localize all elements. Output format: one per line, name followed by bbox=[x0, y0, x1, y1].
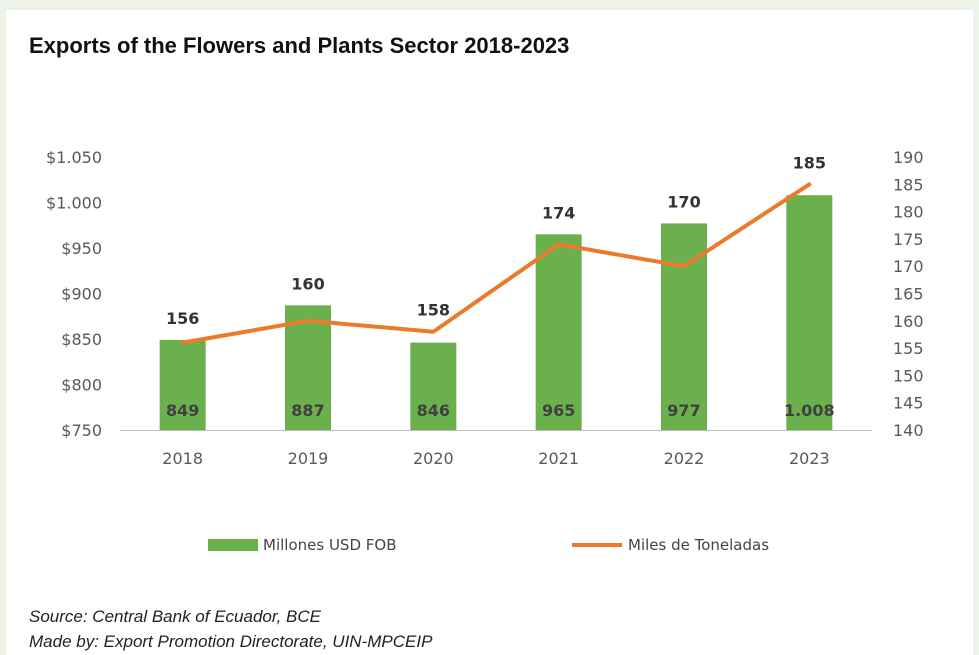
bar-value-label: 977 bbox=[667, 401, 700, 420]
y-right-tick-label: 180 bbox=[893, 203, 924, 222]
bar bbox=[786, 195, 833, 430]
y-left-tick-label: $950 bbox=[61, 239, 102, 258]
y-right-tick-label: 145 bbox=[893, 394, 924, 413]
y-right-tick-label: 155 bbox=[893, 339, 924, 358]
x-tick-label: 2019 bbox=[288, 449, 329, 468]
legend-item-bars: Millones USD FOB bbox=[208, 533, 396, 557]
line-value-label: 170 bbox=[667, 192, 700, 211]
bar bbox=[535, 234, 582, 430]
bar bbox=[410, 342, 457, 430]
legend-line-label: Miles de Toneladas bbox=[628, 536, 770, 554]
bar-value-label: 1.008 bbox=[784, 401, 835, 420]
y-right-tick-label: 160 bbox=[893, 312, 924, 331]
x-tick-label: 2020 bbox=[413, 449, 454, 468]
y-right-tick-label: 165 bbox=[893, 285, 924, 304]
line-value-label: 174 bbox=[542, 203, 575, 222]
y-right-tick-label: 190 bbox=[893, 148, 924, 167]
legend-line-swatch bbox=[572, 543, 622, 547]
bar bbox=[285, 305, 331, 430]
source-line: Source: Central Bank of Ecuador, BCE bbox=[29, 607, 321, 626]
y-left-tick-label: $800 bbox=[61, 376, 102, 395]
chart-legend: Millones USD FOB Miles de Toneladas bbox=[0, 533, 979, 557]
x-tick-label: 2021 bbox=[538, 449, 579, 468]
y-right-tick-label: 150 bbox=[893, 366, 924, 385]
bar-value-label: 965 bbox=[542, 401, 575, 420]
chart-plot: $750 $800 $850 $900 $950 $1.000 $1.050 140 145 15… bbox=[46, 148, 924, 468]
y-left-tick-label: $750 bbox=[61, 421, 102, 440]
bar-value-label: 887 bbox=[291, 401, 324, 420]
x-tick-label: 2023 bbox=[789, 449, 830, 468]
made-by-line: Made by: Export Promotion Directorate, U… bbox=[29, 632, 433, 651]
y-right-tick-label: 185 bbox=[893, 175, 924, 194]
bar bbox=[159, 339, 206, 430]
y-left-tick-label: $900 bbox=[61, 285, 102, 304]
y-left-tick-label: $850 bbox=[61, 330, 102, 349]
legend-bar-swatch bbox=[208, 539, 258, 551]
chart-title: Exports of the Flowers and Plants Sector… bbox=[29, 33, 570, 58]
line-value-label: 160 bbox=[291, 274, 324, 293]
source-note: Source: Central Bank of Ecuador, BCE Mad… bbox=[29, 604, 432, 654]
x-tick-label: 2018 bbox=[162, 449, 203, 468]
line-value-label: 156 bbox=[166, 309, 199, 328]
line-value-label: 158 bbox=[417, 301, 450, 320]
legend-bar-label: Millones USD FOB bbox=[263, 536, 397, 554]
bar-value-label: 849 bbox=[166, 401, 199, 420]
y-right-tick-label: 140 bbox=[893, 421, 924, 440]
bar-value-label: 846 bbox=[417, 401, 450, 420]
legend-item-line: Miles de Toneladas bbox=[572, 533, 769, 557]
x-tick-label: 2022 bbox=[664, 449, 705, 468]
y-right-tick-label: 175 bbox=[893, 230, 924, 249]
y-left-tick-label: $1.050 bbox=[46, 148, 102, 167]
line-value-label: 185 bbox=[793, 153, 826, 172]
y-left-tick-label: $1.000 bbox=[46, 194, 102, 213]
tonnage-line bbox=[180, 182, 812, 345]
y-right-tick-label: 170 bbox=[893, 257, 924, 276]
